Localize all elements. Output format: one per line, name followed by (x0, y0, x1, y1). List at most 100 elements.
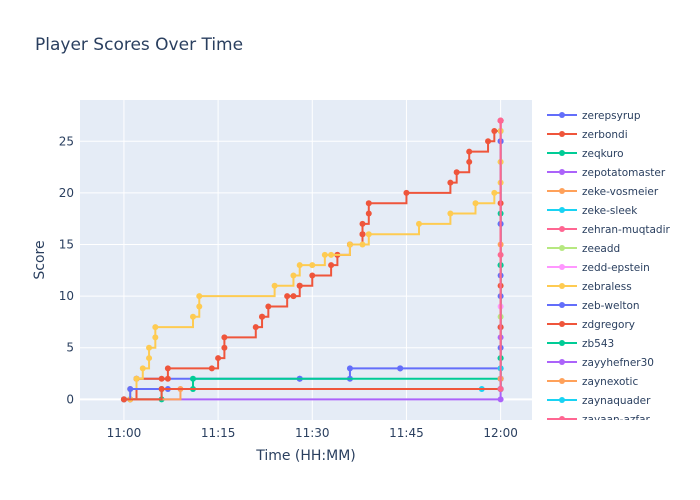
legend-label: zerbondi (582, 129, 628, 141)
data-point (215, 355, 222, 362)
legend-label: zedd-epstein (582, 262, 650, 274)
legend-swatch-dot (559, 378, 565, 384)
data-point (208, 365, 215, 372)
legend-item[interactable]: zebraless (547, 281, 632, 293)
y-tick-label: 0 (66, 392, 74, 406)
x-tick-label: 11:15 (201, 426, 236, 440)
data-point (447, 210, 454, 217)
data-point (290, 293, 297, 300)
legend-label: zebraless (582, 281, 632, 293)
x-tick-label: 11:30 (295, 426, 330, 440)
data-point (152, 324, 159, 331)
data-point (196, 303, 203, 310)
legend-swatch-dot (559, 226, 565, 232)
y-tick-label: 25 (59, 134, 74, 148)
data-point (328, 251, 335, 258)
data-point (346, 241, 353, 248)
chart-title: Player Scores Over Time (35, 35, 243, 55)
tick-labels: 11:00 11:15 11:30 11:45 12:00 0 5 10 15 20 25 (59, 134, 518, 440)
legend-item[interactable]: zerepsyrup (547, 110, 641, 122)
legend-item[interactable]: zeb-welton (547, 300, 640, 312)
legend-swatch-dot (559, 150, 565, 156)
legend-label: zerepsyrup (582, 110, 641, 122)
data-point (259, 313, 266, 320)
legend-item[interactable]: zedd-epstein (547, 262, 650, 274)
legend-item[interactable]: zehran-muqtadir (547, 224, 671, 236)
y-axis-label: Score (32, 240, 48, 279)
data-point (309, 262, 316, 269)
legend-label: zdgregory (582, 319, 635, 331)
legend-item[interactable]: zayyhefner30 (547, 357, 654, 369)
y-tick-label: 10 (59, 289, 74, 303)
legend-item[interactable]: zepotatomaster (547, 167, 666, 179)
data-point (296, 262, 303, 269)
data-point (397, 365, 404, 372)
data-point (472, 200, 479, 207)
legend-swatch-dot (559, 264, 565, 270)
legend-swatch-dot (559, 359, 565, 365)
legend-label: zb543 (582, 338, 614, 350)
data-point (265, 303, 272, 310)
data-point (221, 334, 228, 341)
data-point (497, 386, 504, 393)
data-point (346, 365, 353, 372)
legend-item[interactable]: zdgregory (547, 319, 635, 331)
legend-swatch-dot (559, 112, 565, 118)
series-line (123, 120, 502, 401)
data-point (485, 138, 492, 145)
legend-swatch-dot (559, 188, 565, 194)
legend-item[interactable]: zeke-sleek (547, 205, 638, 217)
data-point (164, 375, 171, 382)
series-line (123, 130, 502, 401)
data-point (196, 293, 203, 300)
series-layer (120, 117, 504, 403)
legend-item[interactable]: zerbondi (547, 129, 628, 141)
data-point (359, 220, 366, 227)
data-point (309, 272, 316, 279)
legend-item[interactable]: zeke-vosmeier (547, 186, 659, 198)
data-point (290, 272, 297, 279)
legend-label: zeke-sleek (582, 205, 638, 217)
legend-label: zeqkuro (582, 148, 624, 160)
x-tick-label: 11:45 (389, 426, 424, 440)
data-point (190, 375, 196, 382)
legend-item[interactable]: zayaan-azfar (547, 414, 651, 426)
data-point (491, 189, 498, 196)
legend-item[interactable]: zaynaquader (547, 395, 651, 407)
data-point (365, 210, 372, 217)
legend-swatch-dot (559, 416, 565, 420)
legend-item[interactable]: zaynexotic (547, 376, 638, 388)
data-point (284, 293, 291, 300)
data-point (453, 169, 460, 176)
x-axis-label: Time (HH:MM) (255, 448, 356, 464)
data-point (190, 313, 196, 320)
data-point (403, 189, 410, 196)
legend-label: zehran-muqtadir (582, 224, 671, 236)
data-point (158, 375, 165, 382)
legend-label: zayaan-azfar (582, 414, 651, 426)
data-point (146, 344, 153, 351)
data-point (497, 117, 504, 124)
data-point (127, 386, 134, 393)
plot-area (80, 100, 532, 420)
y-tick-label: 20 (59, 186, 74, 200)
data-point (221, 344, 228, 351)
legend-swatch-dot (559, 302, 565, 308)
legend-label: zepotatomaster (582, 167, 666, 179)
data-point (133, 375, 140, 382)
legend-item[interactable]: zeeadd (547, 243, 620, 255)
data-point (466, 158, 473, 165)
legend-swatch-dot (559, 397, 565, 403)
data-point (466, 148, 473, 155)
data-point (139, 365, 146, 372)
data-point (120, 396, 127, 403)
data-point (296, 282, 303, 289)
data-point (321, 251, 328, 258)
legend-item[interactable]: zeqkuro (547, 148, 624, 160)
data-point (359, 231, 366, 238)
legend-item[interactable]: zb543 (547, 338, 614, 350)
legend[interactable]: zerepsyrup zerbondi zeqkuro zepotatomaster z… (537, 100, 697, 426)
data-point (365, 231, 372, 238)
y-tick-label: 15 (59, 238, 74, 252)
